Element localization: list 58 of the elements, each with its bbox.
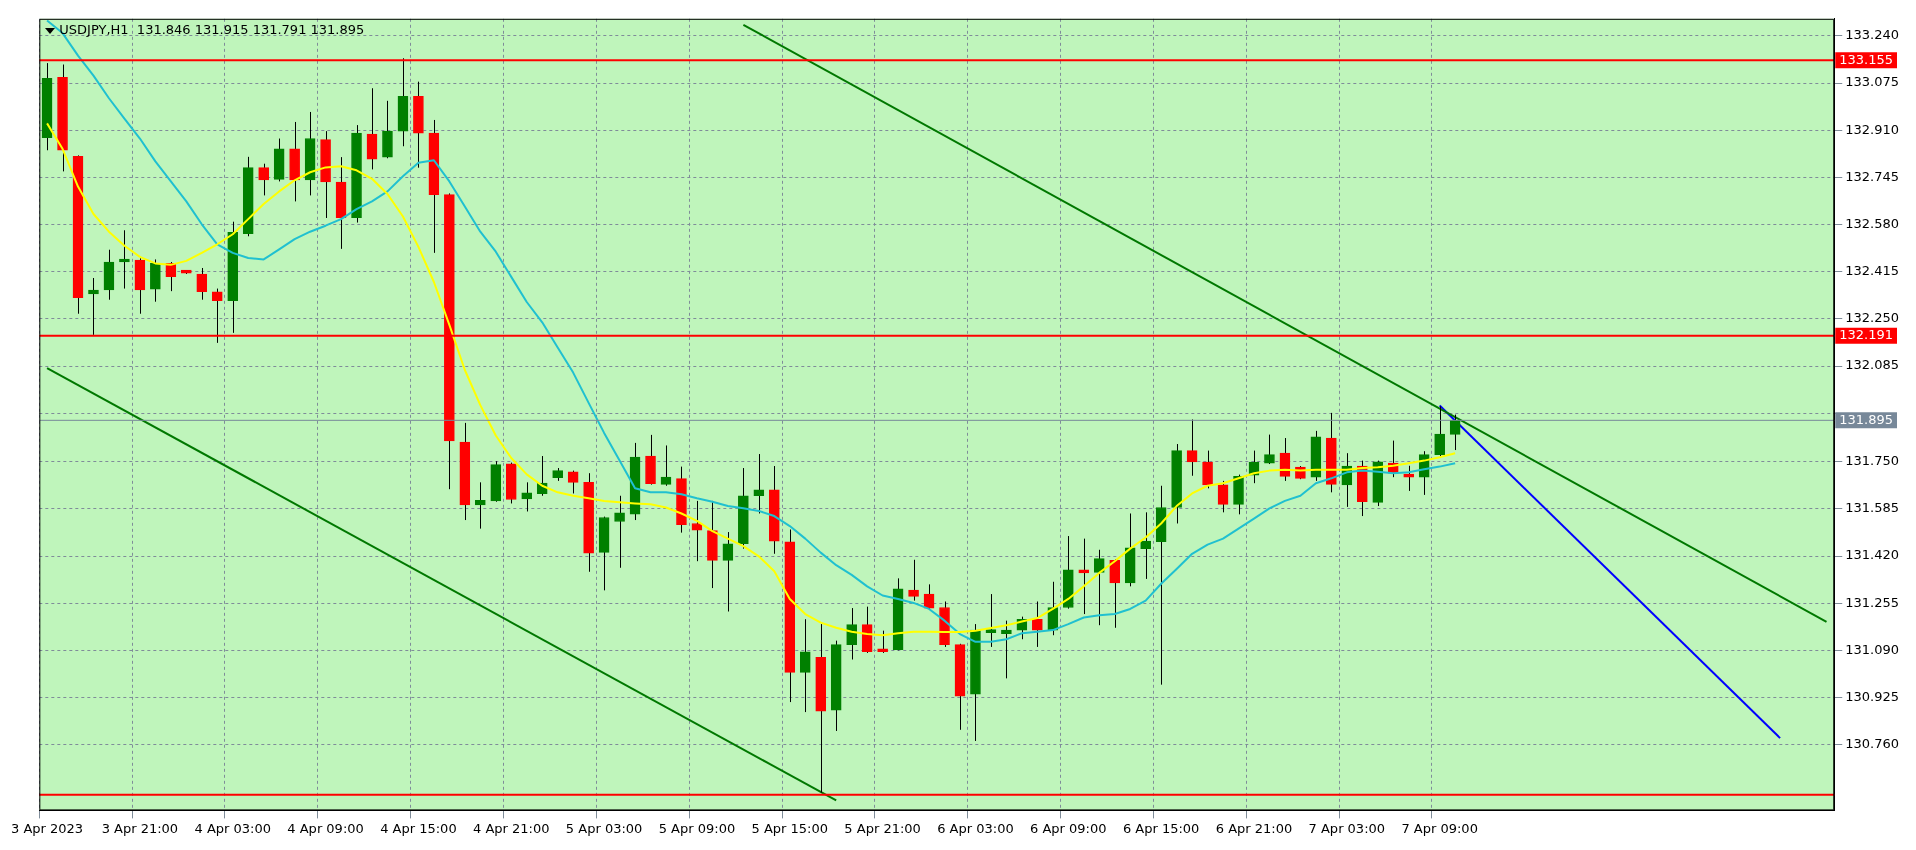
y-tick-label: 132.085 bbox=[1845, 357, 1900, 373]
y-tick-label: 132.580 bbox=[1845, 215, 1900, 231]
candlestick bbox=[799, 618, 811, 713]
y-tick-label: 132.250 bbox=[1845, 310, 1900, 326]
x-tick-label: 5 Apr 15:00 bbox=[751, 820, 829, 836]
candlestick bbox=[908, 559, 919, 602]
ref-line-label: 131.895 bbox=[1839, 411, 1894, 427]
y-tick-label: 131.420 bbox=[1845, 547, 1900, 563]
candlestick bbox=[753, 453, 765, 514]
x-tick-label: 4 Apr 21:00 bbox=[473, 820, 550, 836]
candlestick bbox=[985, 593, 997, 648]
x-tick-label: 3 Apr 21:00 bbox=[101, 820, 179, 836]
x-tick-label: 5 Apr 21:00 bbox=[844, 820, 921, 836]
ref-line-label: 132.191 bbox=[1839, 327, 1894, 343]
candlestick bbox=[196, 267, 208, 301]
y-tick-label: 132.745 bbox=[1845, 168, 1900, 184]
candlestick bbox=[1078, 538, 1090, 615]
x-tick-label: 6 Apr 21:00 bbox=[1215, 820, 1293, 836]
x-tick-label: 6 Apr 03:00 bbox=[937, 820, 1014, 836]
candlestick bbox=[1264, 434, 1275, 465]
y-tick-label: 133.075 bbox=[1845, 74, 1900, 90]
candlestick bbox=[722, 531, 734, 612]
candlestick bbox=[1217, 480, 1229, 513]
candlestick bbox=[1032, 601, 1043, 648]
x-tick-label: 5 Apr 09:00 bbox=[658, 820, 736, 836]
candlestick bbox=[614, 495, 625, 569]
y-tick-label: 131.750 bbox=[1845, 453, 1900, 469]
x-tick-label: 6 Apr 09:00 bbox=[1030, 820, 1107, 836]
candlestick bbox=[660, 444, 672, 487]
x-tick-label: 4 Apr 15:00 bbox=[380, 820, 457, 836]
candlestick bbox=[1109, 558, 1121, 629]
x-tick-label: 3 Apr 2023 bbox=[11, 820, 84, 836]
x-tick-label: 7 Apr 03:00 bbox=[1308, 820, 1386, 836]
x-tick-label: 5 Apr 03:00 bbox=[565, 820, 643, 836]
chart-title: USDJPY,H1 131.846 131.915 131.791 131.895 bbox=[59, 22, 365, 38]
ref-line-label: 133.155 bbox=[1839, 51, 1894, 67]
y-tick-label: 131.585 bbox=[1845, 500, 1900, 516]
y-tick-label: 132.910 bbox=[1845, 121, 1900, 137]
candlestick bbox=[1093, 549, 1105, 626]
y-tick-label: 133.240 bbox=[1845, 27, 1900, 43]
candlestick bbox=[474, 481, 486, 530]
candlestick bbox=[1140, 511, 1151, 580]
x-tick-label: 7 Apr 09:00 bbox=[1401, 820, 1478, 836]
x-tick-label: 4 Apr 03:00 bbox=[194, 820, 271, 836]
y-tick-label: 132.415 bbox=[1845, 263, 1900, 279]
candlestick bbox=[1186, 418, 1198, 477]
candlestick bbox=[877, 630, 888, 654]
candlestick bbox=[846, 607, 858, 661]
y-tick-label: 130.925 bbox=[1845, 688, 1900, 704]
y-tick-label: 131.090 bbox=[1845, 641, 1900, 657]
candlestick bbox=[521, 481, 533, 512]
x-tick-label: 6 Apr 15:00 bbox=[1122, 820, 1200, 836]
x-tick-label: 4 Apr 09:00 bbox=[287, 820, 364, 836]
y-tick-label: 131.255 bbox=[1845, 594, 1900, 610]
y-tick-label: 130.760 bbox=[1845, 736, 1900, 752]
candlestick bbox=[1434, 405, 1445, 457]
candlestick bbox=[1403, 465, 1415, 492]
candlestick bbox=[1202, 450, 1213, 489]
